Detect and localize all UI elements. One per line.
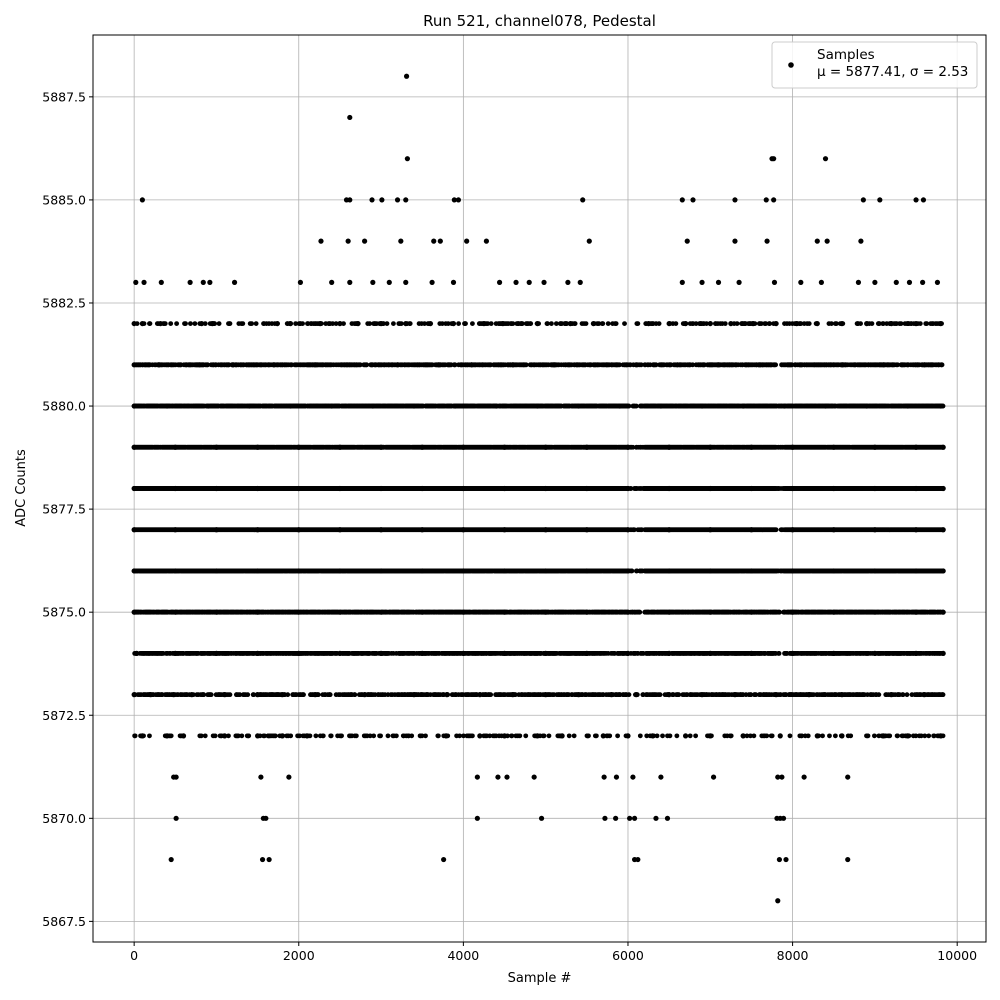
sample-point [553, 321, 559, 326]
sample-point [519, 321, 525, 326]
sample-point [638, 362, 644, 368]
sample-point [880, 321, 886, 326]
sample-point [253, 321, 259, 326]
sample-point [162, 321, 168, 326]
sample-point [174, 321, 180, 326]
sample-point [613, 321, 619, 326]
sample-point [202, 321, 208, 326]
sample-point [384, 321, 390, 326]
sample-point [216, 321, 222, 326]
sample-point [205, 362, 211, 368]
sample-point [564, 321, 570, 326]
sample-point [456, 321, 461, 326]
sample-point [767, 321, 773, 326]
sample-point [300, 321, 305, 326]
sample-point [445, 321, 451, 326]
sample-point [898, 321, 904, 326]
sample-point [523, 362, 529, 368]
sample-point [876, 321, 882, 326]
sample-point [188, 321, 193, 326]
sample-point [470, 321, 475, 326]
sample-point [330, 321, 336, 326]
sample-point [485, 321, 491, 326]
sample-point [758, 321, 764, 326]
sample-point [545, 321, 550, 326]
sample-point [422, 321, 427, 326]
sample-point [690, 362, 696, 368]
sample-point [227, 321, 233, 326]
sample-point [407, 321, 413, 326]
sample-point [463, 321, 468, 326]
sample-point [656, 321, 662, 326]
sample-point [734, 321, 740, 326]
sample-point [367, 321, 373, 326]
sample-point [763, 321, 769, 326]
sample-point [704, 321, 709, 326]
sample-point [773, 362, 779, 368]
sample-point [168, 321, 174, 326]
sample-point [192, 321, 198, 326]
sample-point [869, 321, 875, 326]
sample-point [722, 321, 728, 326]
sample-points [131, 73, 946, 904]
sample-point [488, 321, 494, 326]
sample-point [293, 321, 299, 326]
sample-point [829, 321, 834, 326]
sample-point [183, 321, 188, 326]
sample-point [833, 321, 839, 326]
sample-point [398, 321, 404, 326]
sample-point [673, 321, 679, 326]
sample-point [806, 321, 812, 326]
sample-point [572, 321, 578, 326]
sample-point [635, 321, 641, 326]
sample-point [939, 362, 945, 368]
sample-point [510, 321, 516, 326]
sample-point [341, 321, 346, 326]
sample-point [653, 362, 659, 368]
sample-point [798, 321, 804, 326]
sample-point [147, 321, 153, 326]
sample-point [452, 362, 458, 368]
sample-point [357, 362, 363, 368]
sample-point [617, 362, 622, 368]
sample-point [924, 321, 930, 326]
sample-point [895, 362, 901, 368]
sample-point [605, 321, 611, 326]
sample-point [333, 321, 339, 326]
sample-point [917, 321, 923, 326]
sample-point [364, 362, 370, 368]
sample-point [439, 321, 445, 326]
sample-point [249, 321, 255, 326]
sample-point [391, 321, 396, 326]
sample-point [622, 321, 627, 326]
sample-point [583, 321, 589, 326]
sample-point [596, 321, 602, 326]
sample-point [240, 321, 246, 326]
sample-point [549, 321, 554, 326]
sample-point [600, 321, 606, 326]
sample-point [528, 321, 534, 326]
sample-point [858, 321, 863, 326]
sample-point [693, 321, 699, 326]
